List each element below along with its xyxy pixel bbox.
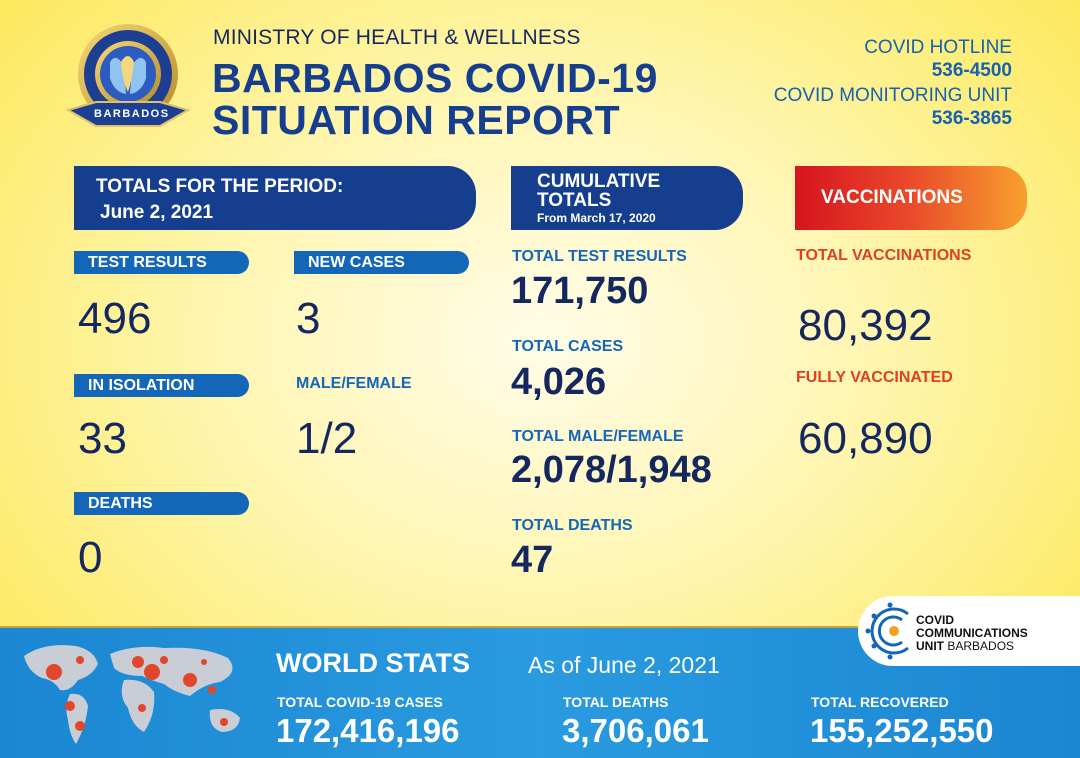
test-results-label: TEST RESULTS <box>74 251 249 274</box>
world-stats-title: WORLD STATS <box>276 648 470 678</box>
monitoring-label: COVID MONITORING UNIT <box>773 85 1012 106</box>
fully-vaccinated-label: FULLY VACCINATED <box>796 369 953 386</box>
cumulative-banner-since: From March 17, 2020 <box>537 211 656 225</box>
virus-c-icon <box>865 602 909 660</box>
new-cases-label: NEW CASES <box>294 251 469 274</box>
ccu-line2: COMMUNICATIONS <box>916 626 1028 640</box>
deaths-label: DEATHS <box>74 492 249 515</box>
total-deaths-value: 47 <box>511 539 554 581</box>
test-results-value: 496 <box>78 294 152 343</box>
logo-caption: BARBADOS <box>94 108 170 120</box>
ccu-line3: UNIT BARBADOS <box>916 639 1014 653</box>
cumulative-banner-title-2: TOTALS <box>537 190 612 211</box>
total-tests-value: 171,750 <box>511 270 649 312</box>
world-stats-date: As of June 2, 2021 <box>528 652 720 678</box>
report-title-line2: SITUATION REPORT <box>212 97 621 143</box>
ccu-line3-unit: UNIT <box>916 639 944 653</box>
world-cases-value: 172,416,196 <box>276 712 460 749</box>
ccu-logo: COVID COMMUNICATIONS UNIT BARBADOS <box>858 596 1080 666</box>
ccu-line3-barbados: BARBADOS <box>947 639 1015 653</box>
hotline-number: 536-4500 <box>931 60 1012 81</box>
new-cases-value: 3 <box>296 294 321 343</box>
ministry-logo: BARBADOS <box>65 22 196 142</box>
cumulative-banner-title: CUMULATIVE <box>537 171 661 192</box>
total-deaths-label: TOTAL DEATHS <box>512 517 633 534</box>
male-female-value: 1/2 <box>296 414 358 463</box>
ministry-name: MINISTRY OF HEALTH & WELLNESS <box>213 26 581 49</box>
total-mf-label: TOTAL MALE/FEMALE <box>512 428 684 445</box>
isolation-label: IN ISOLATION <box>74 374 249 397</box>
period-banner-title: TOTALS FOR THE PERIOD: <box>96 176 344 197</box>
world-deaths-label: TOTAL DEATHS <box>563 694 669 710</box>
isolation-value: 33 <box>78 414 127 463</box>
total-mf-value: 2,078/1,948 <box>511 449 712 491</box>
world-recovered-value: 155,252,550 <box>810 712 994 749</box>
period-banner: TOTALS FOR THE PERIOD: June 2, 2021 <box>74 166 476 230</box>
total-tests-label: TOTAL TEST RESULTS <box>512 248 687 265</box>
total-vaccinations-value: 80,392 <box>798 301 933 350</box>
monitoring-number: 536-3865 <box>931 108 1012 129</box>
world-stats-panel: WORLD STATS As of June 2, 2021 TOTAL COV… <box>0 628 1080 758</box>
world-deaths-value: 3,706,061 <box>562 712 709 749</box>
period-banner-date: June 2, 2021 <box>100 202 214 223</box>
cumulative-banner: CUMULATIVE TOTALS From March 17, 2020 <box>511 166 743 230</box>
vaccinations-banner-title: VACCINATIONS <box>821 187 963 208</box>
world-recovered-label: TOTAL RECOVERED <box>811 694 949 710</box>
world-map-icon <box>24 645 240 744</box>
total-vaccinations-label: TOTAL VACCINATIONS <box>796 247 972 264</box>
hotline-label: COVID HOTLINE <box>864 37 1012 58</box>
fully-vaccinated-value: 60,890 <box>798 414 933 463</box>
total-cases-value: 4,026 <box>511 361 607 403</box>
total-cases-label: TOTAL CASES <box>512 338 624 355</box>
world-cases-label: TOTAL COVID-19 CASES <box>277 694 443 710</box>
ccu-line1: COVID <box>916 613 955 627</box>
male-female-label: MALE/FEMALE <box>296 375 412 392</box>
vaccinations-banner: VACCINATIONS <box>795 166 1027 230</box>
report-title-line1: BARBADOS COVID-19 <box>212 55 658 101</box>
deaths-value: 0 <box>78 533 103 582</box>
